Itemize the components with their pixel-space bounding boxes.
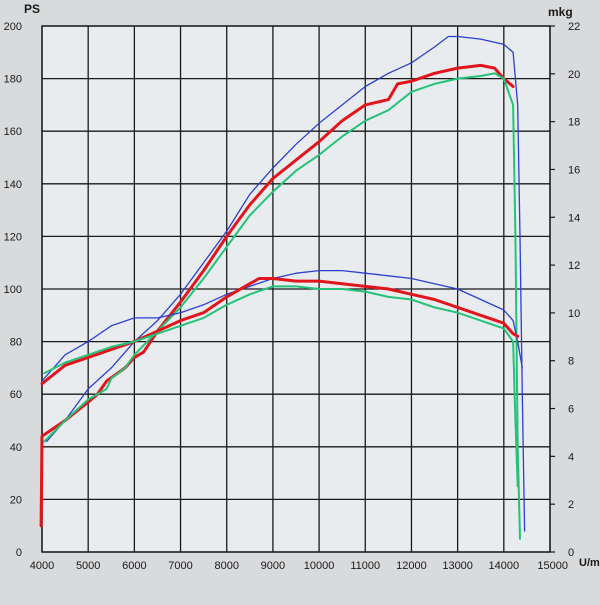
y-right-tick-label: 8	[568, 356, 574, 368]
y-left-tick-label: 100	[4, 284, 22, 296]
series-line-blue-3	[41, 269, 523, 382]
x-tick-label: 10000	[304, 560, 335, 572]
y-left-tick-label: 60	[10, 389, 22, 401]
series-line-red-1	[39, 63, 515, 528]
y-left-tick-label: 180	[4, 74, 22, 86]
y-left-tick-label: 0	[16, 547, 22, 559]
y-right-tick-label: 12	[568, 260, 580, 272]
series-line-green-2	[43, 72, 521, 540]
x-tick-label: 5000	[76, 560, 100, 572]
y-right-tick-label: 6	[568, 404, 574, 416]
y-right-tick-label: 18	[568, 117, 580, 129]
x-tick-label: 12000	[396, 560, 427, 572]
x-tick-label: 6000	[122, 560, 146, 572]
y-left-tick-label: 200	[4, 21, 22, 33]
x-tick-label: 15000	[537, 560, 568, 572]
series-line-green-5	[43, 285, 519, 488]
x-tick-label: 4000	[30, 560, 54, 572]
y-left-tick-label: 80	[10, 337, 22, 349]
x-tick-label: 7000	[168, 560, 192, 572]
curves	[39, 35, 526, 540]
series-line-blue-0	[45, 35, 526, 532]
x-tick-label: 9000	[261, 560, 285, 572]
y-right-tick-label: 16	[568, 164, 580, 176]
right-axis-unit: mkg	[548, 5, 573, 19]
y-right-tick-label: 14	[568, 212, 580, 224]
left-axis-unit: PS	[24, 2, 40, 16]
x-tick-label: 13000	[442, 560, 473, 572]
y-left-tick-label: 160	[4, 126, 22, 138]
y-left-tick-label: 20	[10, 494, 22, 506]
x-tick-label: 8000	[214, 560, 238, 572]
axis-labels: PS mkg U/min 400050006000700080009000100…	[4, 2, 600, 572]
y-left-tick-label: 40	[10, 442, 22, 454]
y-right-tick-label: 0	[568, 547, 574, 559]
y-left-tick-label: 120	[4, 231, 22, 243]
x-axis-unit: U/min	[579, 557, 600, 569]
y-right-tick-label: 22	[568, 21, 580, 33]
x-tick-label: 14000	[489, 560, 520, 572]
y-left-tick-label: 140	[4, 179, 22, 191]
y-right-tick-label: 10	[568, 308, 580, 320]
y-right-tick-label: 2	[568, 499, 574, 511]
x-tick-label: 11000	[350, 560, 380, 572]
y-right-tick-label: 4	[568, 451, 574, 463]
y-right-tick-label: 20	[568, 69, 580, 81]
